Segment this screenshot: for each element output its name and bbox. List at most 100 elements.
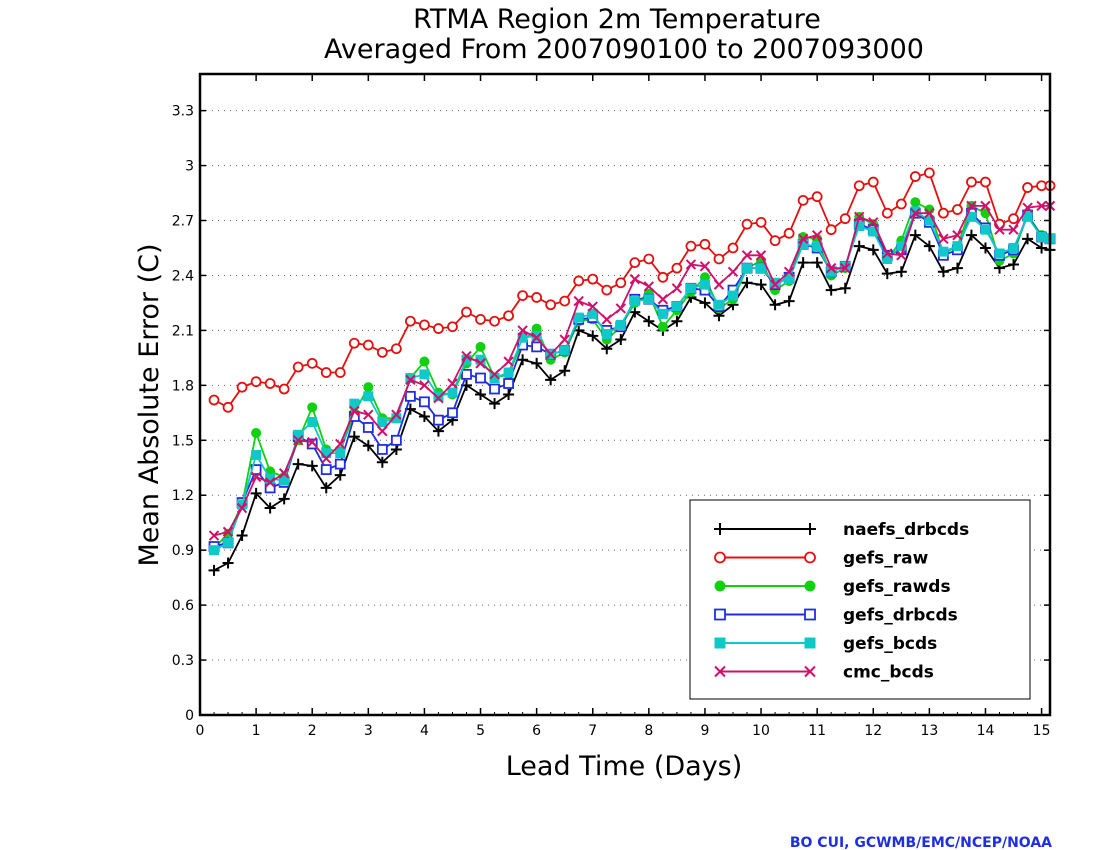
marker-circle <box>629 257 641 269</box>
marker-cross <box>349 405 360 417</box>
marker-square <box>503 378 514 389</box>
y-tick-label: 1.2 <box>172 488 194 504</box>
marker-circle <box>699 238 711 250</box>
marker-circle <box>741 218 753 230</box>
legend-label: gefs_raw <box>843 549 929 569</box>
marker-square-filled <box>784 274 795 285</box>
marker-square-filled <box>980 224 991 235</box>
marker-cross <box>278 468 290 479</box>
marker-circle <box>320 367 332 378</box>
marker-cross <box>882 248 893 259</box>
x-tick-label: 15 <box>1033 723 1051 739</box>
marker-circle <box>376 346 388 358</box>
marker-circle <box>804 551 816 564</box>
marker-square-filled <box>573 312 584 323</box>
marker-plus <box>783 295 795 307</box>
marker-cross <box>804 665 816 678</box>
marker-circle <box>769 235 781 247</box>
marker-cross <box>307 436 318 448</box>
marker-plus <box>559 365 571 377</box>
marker-plus <box>825 284 837 296</box>
marker-plus <box>390 443 402 455</box>
marker-dot <box>475 341 486 352</box>
legend-label: gefs_rawds <box>843 577 951 597</box>
x-axis-title: Lead Time (Days) <box>506 751 743 782</box>
marker-circle <box>881 207 893 219</box>
marker-circle <box>1008 213 1019 225</box>
marker-circle <box>643 253 655 265</box>
axis-ticks: 00.30.60.91.21.51.82.12.42.733.30 1 2 3 4 5 6 7… <box>172 74 1051 739</box>
y-tick-label: 1.8 <box>172 378 194 394</box>
marker-cross <box>966 200 977 212</box>
marker-cross <box>938 233 949 245</box>
marker-square-filled <box>685 283 696 294</box>
plot-frame <box>198 72 1052 717</box>
marker-square <box>320 464 332 475</box>
marker-square <box>531 341 543 353</box>
marker-square <box>334 458 346 470</box>
y-tick-label: 3.3 <box>172 104 194 120</box>
marker-plus <box>1008 258 1020 270</box>
marker-plus <box>629 306 641 318</box>
legend-entry: gefs_drbcds <box>714 606 958 626</box>
legend-box <box>689 499 1031 700</box>
marker-plus <box>236 530 248 542</box>
legend-entry: naefs_drbcds <box>714 520 969 540</box>
marker-plus <box>895 266 907 278</box>
marker-square-filled <box>854 221 865 232</box>
marker-circle <box>755 216 767 228</box>
marker-square-filled <box>804 637 816 649</box>
marker-circle <box>447 321 458 333</box>
marker-plus <box>714 523 726 535</box>
marker-plus <box>909 229 921 241</box>
marker-cross <box>475 358 486 369</box>
marker-cross <box>517 325 528 336</box>
marker-plus <box>811 257 823 269</box>
marker-square-filled <box>728 290 739 301</box>
marker-square-filled <box>517 332 528 343</box>
y-tick-label: 1.5 <box>172 433 194 449</box>
marker-cross <box>840 262 851 274</box>
marker-circle <box>306 357 318 369</box>
marker-square-filled <box>615 319 626 330</box>
marker-square-filled <box>601 329 612 340</box>
marker-cross <box>868 217 879 228</box>
marker-cross <box>741 250 753 261</box>
marker-cross <box>391 409 402 420</box>
y-tick-label: 2.1 <box>172 323 194 339</box>
marker-square <box>461 368 472 380</box>
marker-plus <box>769 299 781 311</box>
legend-entry: gefs_raw <box>714 549 929 569</box>
marker-square-filled <box>896 241 907 252</box>
marker-circle <box>853 180 865 192</box>
marker-circle <box>923 167 935 179</box>
marker-cross <box>896 250 907 261</box>
marker-square-filled <box>1022 211 1033 222</box>
x-tick-label: 4 <box>420 723 429 739</box>
marker-plus <box>797 257 809 269</box>
marker-plus <box>937 266 949 278</box>
marker-cross <box>545 349 556 360</box>
marker-plus <box>531 357 543 369</box>
marker-cross <box>321 453 332 464</box>
marker-square <box>376 444 388 455</box>
marker-cross <box>573 295 584 307</box>
x-tick-label: 10 <box>752 723 770 739</box>
marker-plus <box>362 440 374 452</box>
marker-cross <box>910 207 921 219</box>
marker-cross <box>236 502 248 514</box>
x-tick-label: 0 <box>196 723 205 739</box>
marker-square-filled <box>657 308 668 319</box>
marker-square-filled <box>209 545 220 556</box>
legend-items: naefs_drbcds gefs_raw gefs_rawds gefs_drbcd… <box>714 520 969 683</box>
marker-square-filled <box>713 299 724 310</box>
marker-circle <box>503 310 514 322</box>
x-tick-label: 11 <box>808 723 826 739</box>
marker-dot <box>419 356 430 367</box>
marker-square <box>714 608 726 621</box>
marker-dot <box>804 580 816 592</box>
marker-cross <box>1036 200 1047 212</box>
marker-plus <box>292 458 304 470</box>
marker-plus <box>208 564 220 576</box>
marker-cross <box>952 229 963 241</box>
